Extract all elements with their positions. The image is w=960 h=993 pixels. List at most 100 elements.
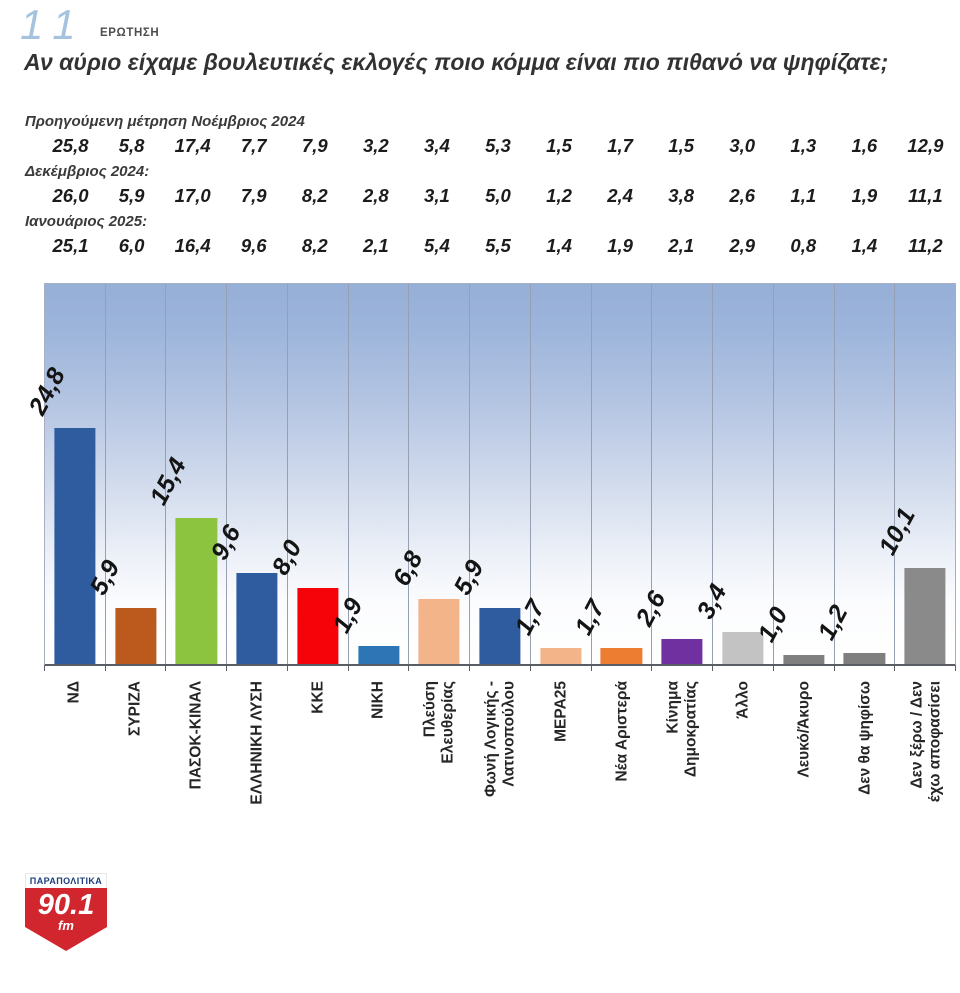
x-label-cell: ΕΛΛΗΝΙΚΗ ΛΥΣΗ	[226, 671, 287, 866]
category-label: ΝΔ	[65, 681, 83, 704]
x-label-cell: ΣΥΡΙΖΑ	[105, 671, 166, 866]
x-label-cell: ΝΙΚΗ	[348, 671, 409, 866]
measurement-value: 25,1	[52, 235, 89, 256]
measurement-value: 16,4	[174, 235, 211, 256]
category-label: ΕΛΛΗΝΙΚΗ ΛΥΣΗ	[248, 681, 266, 805]
measurement-value: 1,9	[851, 185, 878, 206]
axis-tick	[652, 666, 714, 671]
chart-column: 10,1	[874, 284, 955, 664]
logo-band: fm	[58, 918, 74, 933]
axis-tick	[531, 666, 592, 671]
measurement-value: 2,1	[362, 235, 389, 256]
chart-column: 1,0	[752, 284, 835, 664]
x-label-cell: Λευκό/Άκυρο	[774, 671, 835, 866]
measurement-value: 1,9	[607, 235, 633, 256]
measurement-value: 6,0	[118, 235, 145, 256]
measurement-value: 2,1	[668, 235, 695, 256]
category-label: ΠΑΣΟΚ-ΚΙΝΑΛ	[187, 681, 205, 790]
measurement-value: 5,9	[118, 185, 145, 206]
question-label: ΕΡΩΤΗΣΗ	[100, 27, 160, 39]
parapolitika-logo: ΠΑΡΑΠΟΛΙΤΙΚΑ 90.1 fm	[25, 873, 107, 951]
category-label: Άλλο	[734, 681, 752, 719]
bar-7	[418, 599, 460, 664]
measurement-value: 3,0	[729, 135, 756, 156]
chart-column: 1,7	[570, 284, 653, 664]
chart-column: 1,9	[327, 284, 410, 664]
bar-5	[297, 588, 339, 664]
chart-column: 1,7	[509, 284, 592, 664]
category-label: ΜΕΡΑ25	[552, 681, 570, 742]
measurement-value: 0,8	[790, 235, 817, 256]
measurement-value: 5,0	[485, 185, 511, 206]
measurement-value: 5,5	[485, 235, 511, 256]
previous-measurements-section: Προηγούμενη μέτρηση Νοέμβριος 2024 25,8 5,…	[0, 108, 960, 260]
bar-1	[54, 428, 96, 664]
measurement-value: 25,8	[52, 135, 89, 156]
measurement-values-row: 26,0 5,9 17,0 7,9 8,2 2,8 3,1 5,0 1,2 2,4 3,8 2,6 1,…	[40, 183, 956, 208]
logo-shield: 90.1 fm	[25, 888, 107, 951]
bar-15	[904, 568, 946, 664]
measurement-value: 1,1	[790, 185, 817, 206]
category-label: Λευκό/Άκυρο	[795, 681, 813, 778]
measurement-value: 2,9	[729, 235, 756, 256]
x-label-cell: ΝΔ	[44, 671, 105, 866]
x-label-cell: ΚΚΕ	[287, 671, 348, 866]
chart-column: 1,2	[813, 284, 896, 664]
x-label-cell: ΜΕΡΑ25	[530, 671, 591, 866]
axis-tick	[44, 666, 106, 671]
bar-12	[722, 631, 764, 664]
measurement-value: 5,4	[424, 235, 450, 256]
bar-9	[540, 647, 582, 664]
measurement-value: 26,0	[52, 185, 89, 206]
category-label: Κίνημα Δημοκρατίας	[664, 681, 700, 778]
bar-2	[114, 607, 157, 664]
measurement-value: 11,2	[908, 235, 943, 256]
axis-tick	[774, 666, 835, 671]
measurement-value: 1,4	[546, 235, 572, 256]
measurement-values-row: 25,1 6,0 16,4 9,6 8,2 2,1 5,4 5,5 1,4 1,9 2,1 2,9 0,…	[40, 233, 956, 258]
measurement-value: 1,2	[546, 185, 572, 206]
measurement-value: 7,9	[240, 185, 267, 206]
chart-column: 8,0	[266, 284, 349, 664]
measurement-value: 3,4	[424, 135, 450, 156]
measurement-value: 11,1	[908, 185, 943, 206]
category-label: Πλεύση Ελευθερίας	[421, 681, 457, 764]
axis-tick	[166, 666, 228, 671]
measurement-values-row: 25,8 5,8 17,4 7,7 7,9 3,2 3,4 5,3 1,5 1,7 1,5 3,0 1,…	[40, 133, 956, 158]
axis-tick	[227, 666, 288, 671]
x-label-cell: Άλλο	[713, 671, 774, 866]
poll-bar-chart: 24,8 5,9 15,4 9,6 8,0 1,9 6,8 5,9 1,7 1,7 2,6 3,4 1,…	[23, 283, 957, 866]
logo-frequency: 90.1	[37, 889, 95, 921]
measurement-value: 7,9	[301, 135, 328, 156]
x-label-cell: Πλεύση Ελευθερίας	[409, 671, 470, 866]
x-label-cell: Δεν ξέρω / Δεν έχω αποφασίσει	[895, 671, 956, 866]
bar-value-label: 24,8	[23, 363, 71, 420]
axis-tick	[288, 666, 349, 671]
measurement-value: 17,4	[174, 135, 211, 156]
measurement-value: 9,6	[240, 235, 267, 256]
measurement-value: 1,4	[851, 235, 878, 256]
measurement-value: 12,9	[907, 135, 944, 156]
x-label-cell: ΠΑΣΟΚ-ΚΙΝΑΛ	[166, 671, 227, 866]
chart-column: 3,4	[691, 284, 774, 664]
category-label: Δεν ξέρω / Δεν έχω αποφασίσει	[908, 681, 943, 803]
measurement-value: 5,8	[118, 135, 145, 156]
x-axis-labels: ΝΔ ΣΥΡΙΖΑ ΠΑΣΟΚ-ΚΙΝΑΛ ΕΛΛΗΝΙΚΗ ΛΥΣΗ ΚΚΕ ΝΙΚΗ Π…	[44, 671, 956, 866]
measurement-value: 17,0	[174, 185, 211, 206]
measurement-value: 3,8	[668, 185, 695, 206]
chart-column: 15,4	[145, 284, 228, 664]
measurement-value: 1,5	[668, 135, 695, 156]
measurement-value: 7,7	[240, 135, 267, 156]
measurement-row-label: Ιανουάριος 2025:	[25, 213, 148, 230]
chart-column: 9,6	[205, 284, 288, 664]
axis-tick	[592, 666, 653, 671]
measurement-value: 3,2	[362, 135, 389, 156]
bar-13	[783, 654, 825, 664]
bar-3	[175, 517, 217, 664]
chart-column: 5,9	[448, 284, 531, 664]
measurement-value: 1,5	[546, 135, 572, 156]
category-label: ΚΚΕ	[308, 681, 326, 714]
axis-tick	[349, 666, 410, 671]
category-label: ΝΙΚΗ	[369, 681, 387, 719]
